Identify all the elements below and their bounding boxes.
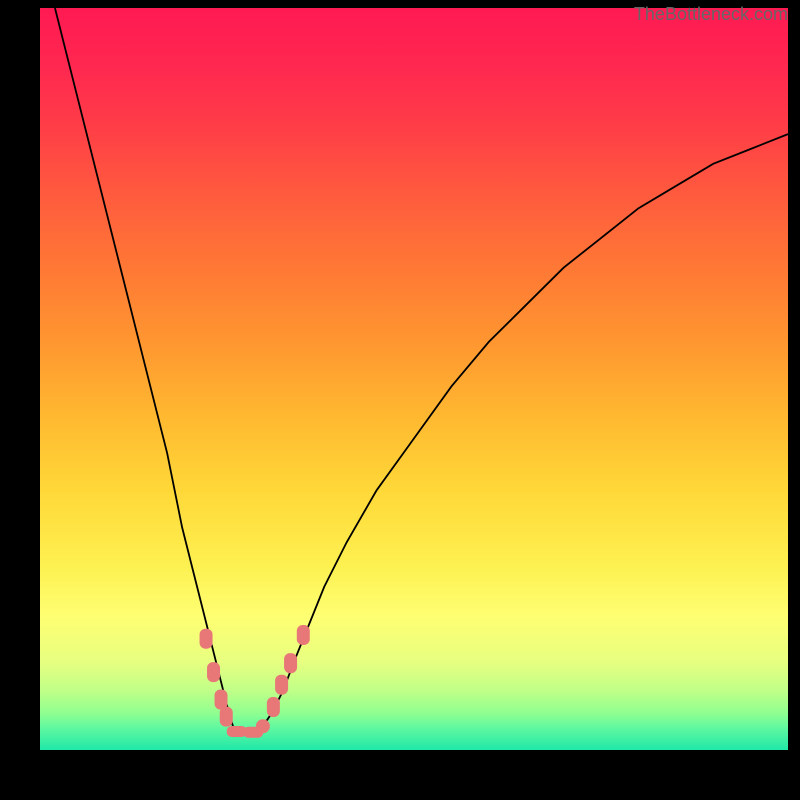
- marker-point: [207, 662, 220, 682]
- marker-point: [256, 719, 270, 733]
- watermark-text: TheBottleneck.com: [634, 4, 788, 25]
- data-markers: [200, 625, 310, 738]
- bottleneck-curve: [55, 8, 788, 734]
- marker-point: [215, 690, 228, 710]
- marker-point: [284, 653, 297, 673]
- marker-point: [275, 675, 288, 695]
- curve-layer: [40, 8, 788, 750]
- marker-point: [297, 625, 310, 645]
- chart-plot-area: [40, 8, 788, 750]
- marker-point: [220, 707, 233, 727]
- marker-point: [267, 697, 280, 717]
- marker-point: [200, 629, 213, 649]
